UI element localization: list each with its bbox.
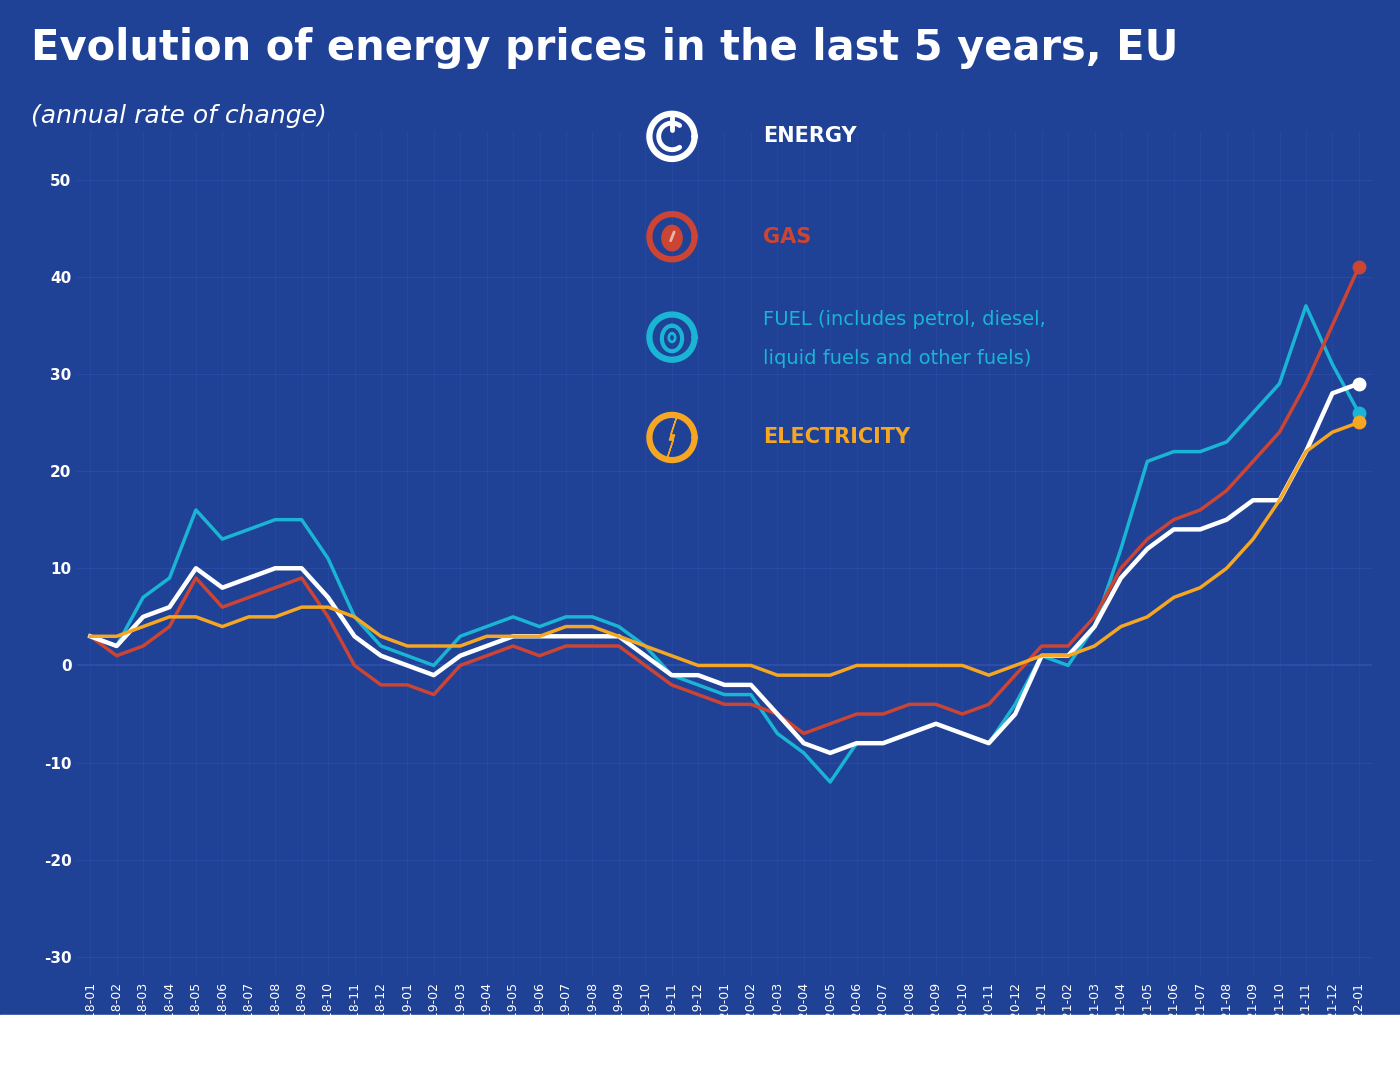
Text: liquid fuels and other fuels): liquid fuels and other fuels): [763, 349, 1032, 369]
Text: Evolution of energy prices in the last 5 years, EU: Evolution of energy prices in the last 5…: [31, 27, 1179, 69]
Text: ec.europa.eu/: ec.europa.eu/: [1210, 1043, 1362, 1063]
Polygon shape: [668, 417, 676, 458]
Polygon shape: [662, 226, 682, 251]
Text: eurostat: eurostat: [1364, 1043, 1400, 1063]
Text: ENERGY: ENERGY: [763, 127, 857, 146]
Text: FUEL (includes petrol, diesel,: FUEL (includes petrol, diesel,: [763, 310, 1046, 329]
Text: ELECTRICITY: ELECTRICITY: [763, 428, 910, 447]
Text: (annual rate of change): (annual rate of change): [31, 104, 326, 128]
Text: GAS: GAS: [763, 227, 811, 247]
